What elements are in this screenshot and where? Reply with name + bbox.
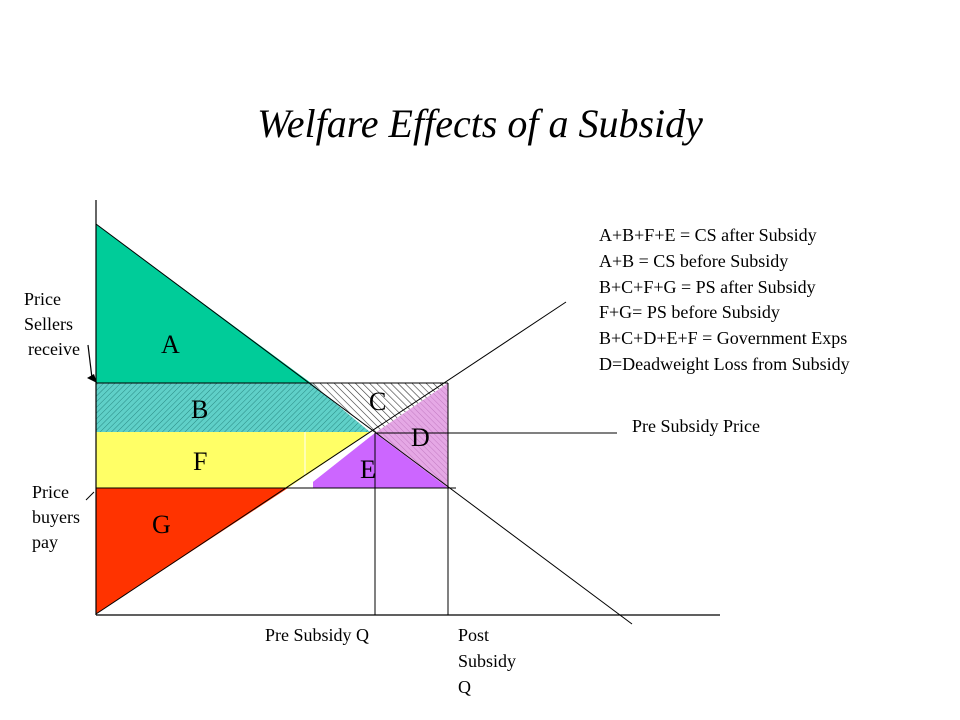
pre-subsidy-price-label: Pre Subsidy Price (632, 416, 760, 436)
sellers-arrow-line (87, 344, 93, 379)
price-buyers-pay-label: Price buyers pay (32, 482, 80, 552)
welfare-legend: A+B+F+E = CS after Subsidy A+B = CS befo… (599, 223, 850, 378)
post-subsidy-q-label-3: Q (458, 677, 471, 697)
region-b-label: B (191, 395, 208, 424)
sellers-arrow-head (87, 374, 97, 383)
region-f-fill (96, 432, 370, 488)
region-d-fill (375, 383, 448, 488)
region-b-fill (96, 383, 370, 432)
legend-item: F+G= PS before Subsidy (599, 302, 780, 323)
legend-item: B+C+D+E+F = Government Exps (599, 328, 848, 349)
legend-item: B+C+F+G = PS after Subsidy (599, 276, 816, 297)
region-e-left-fill (313, 433, 375, 488)
legend-item: D=Deadweight Loss from Subsidy (599, 353, 850, 374)
region-c-label: C (369, 387, 386, 416)
region-e-label: E (360, 455, 376, 484)
region-g-label: G (152, 510, 171, 539)
region-f-label: F (193, 447, 207, 476)
legend-item: A+B+F+E = CS after Subsidy (599, 225, 817, 245)
region-e-fill (313, 433, 448, 488)
region-a-label: A (161, 330, 180, 359)
page-title: Welfare Effects of a Subsidy (257, 101, 703, 146)
demand-curve (95, 223, 633, 625)
legend-item: A+B = CS before Subsidy (599, 250, 789, 271)
price-sellers-receive-label: Price Sellers receive (24, 289, 80, 359)
region-d-label: D (411, 423, 430, 452)
supply-curve (95, 301, 567, 615)
buyers-arrow-line (85, 491, 95, 501)
pre-subsidy-q-label: Pre Subsidy Q (265, 625, 369, 645)
region-c-fill (311, 383, 448, 433)
post-subsidy-q-label-1: Post (458, 625, 489, 645)
post-subsidy-q-label-2: Subsidy (458, 651, 516, 671)
